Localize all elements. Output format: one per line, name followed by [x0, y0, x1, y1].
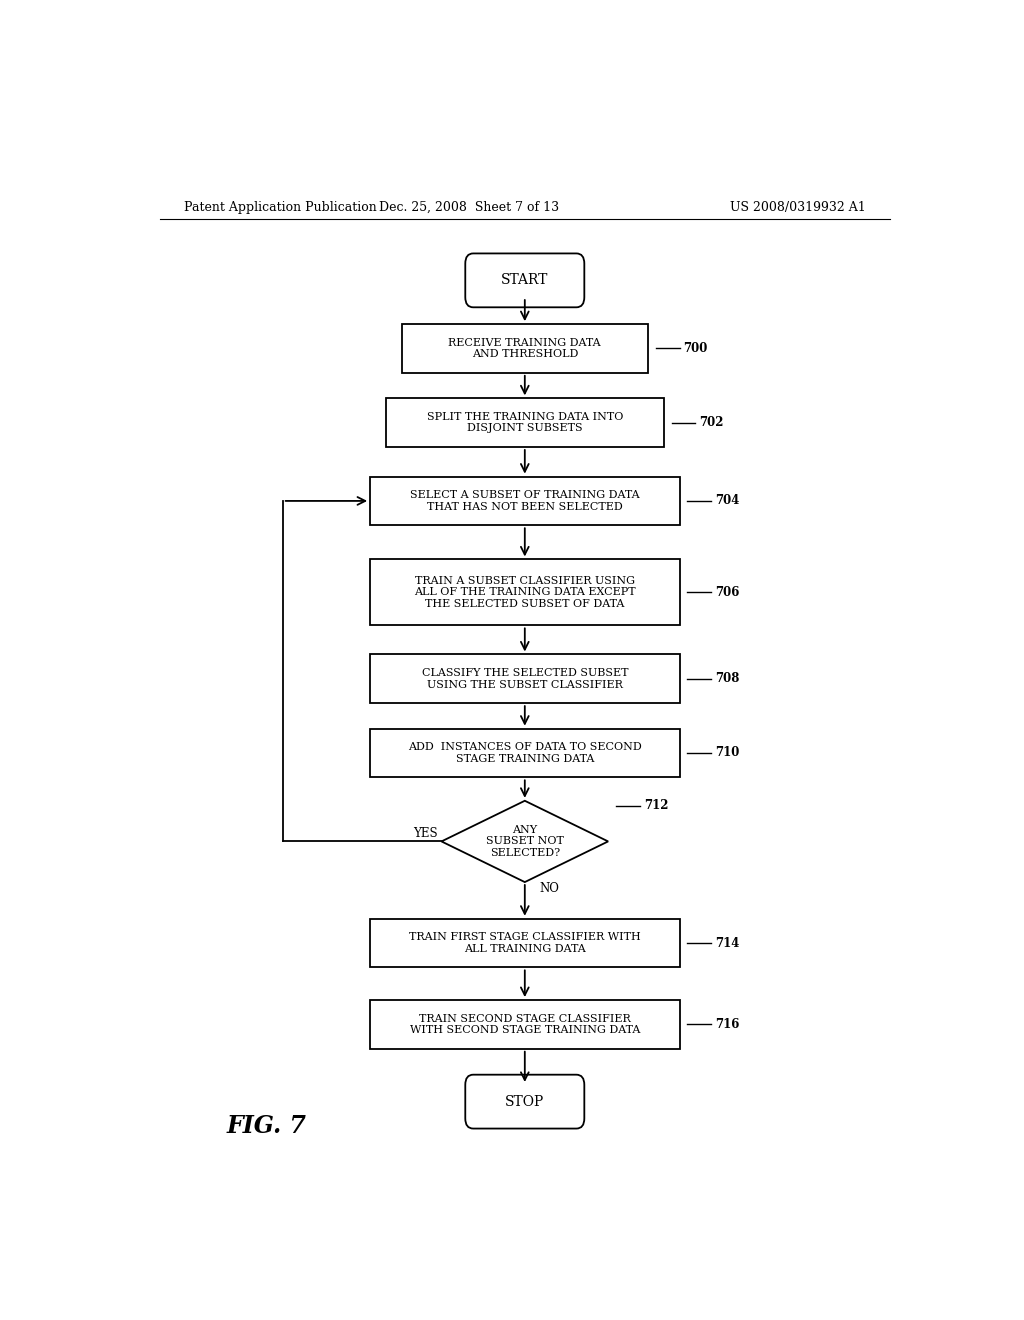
- Text: ADD  INSTANCES OF DATA TO SECOND
STAGE TRAINING DATA: ADD INSTANCES OF DATA TO SECOND STAGE TR…: [408, 742, 642, 764]
- Text: 704: 704: [716, 495, 739, 507]
- Text: US 2008/0319932 A1: US 2008/0319932 A1: [730, 201, 866, 214]
- Bar: [370, 655, 680, 704]
- Text: 702: 702: [699, 416, 724, 429]
- Polygon shape: [441, 801, 608, 882]
- Text: TRAIN FIRST STAGE CLASSIFIER WITH
ALL TRAINING DATA: TRAIN FIRST STAGE CLASSIFIER WITH ALL TR…: [409, 932, 641, 954]
- Text: TRAIN A SUBSET CLASSIFIER USING
ALL OF THE TRAINING DATA EXCEPT
THE SELECTED SUB: TRAIN A SUBSET CLASSIFIER USING ALL OF T…: [414, 576, 636, 609]
- Bar: [401, 325, 648, 372]
- Text: CLASSIFY THE SELECTED SUBSET
USING THE SUBSET CLASSIFIER: CLASSIFY THE SELECTED SUBSET USING THE S…: [422, 668, 628, 689]
- Bar: [370, 1001, 680, 1049]
- Bar: [386, 399, 664, 447]
- Text: RECEIVE TRAINING DATA
AND THRESHOLD: RECEIVE TRAINING DATA AND THRESHOLD: [449, 338, 601, 359]
- Text: Patent Application Publication: Patent Application Publication: [183, 201, 376, 214]
- Text: 716: 716: [716, 1018, 739, 1031]
- Text: Dec. 25, 2008  Sheet 7 of 13: Dec. 25, 2008 Sheet 7 of 13: [379, 201, 559, 214]
- Text: 706: 706: [716, 586, 739, 599]
- Text: YES: YES: [413, 826, 437, 840]
- Text: 714: 714: [716, 937, 739, 949]
- Text: 708: 708: [716, 672, 739, 685]
- Text: NO: NO: [539, 882, 559, 895]
- Bar: [370, 919, 680, 968]
- Text: TRAIN SECOND STAGE CLASSIFIER
WITH SECOND STAGE TRAINING DATA: TRAIN SECOND STAGE CLASSIFIER WITH SECON…: [410, 1014, 640, 1035]
- Text: FIG. 7: FIG. 7: [227, 1114, 307, 1138]
- FancyBboxPatch shape: [465, 1074, 585, 1129]
- Text: 700: 700: [684, 342, 708, 355]
- Text: SPLIT THE TRAINING DATA INTO
DISJOINT SUBSETS: SPLIT THE TRAINING DATA INTO DISJOINT SU…: [427, 412, 623, 433]
- Bar: [370, 560, 680, 626]
- FancyBboxPatch shape: [465, 253, 585, 308]
- Text: START: START: [501, 273, 549, 288]
- Text: STOP: STOP: [505, 1094, 545, 1109]
- Bar: [370, 477, 680, 525]
- Text: SELECT A SUBSET OF TRAINING DATA
THAT HAS NOT BEEN SELECTED: SELECT A SUBSET OF TRAINING DATA THAT HA…: [410, 490, 640, 512]
- Text: ANY
SUBSET NOT
SELECTED?: ANY SUBSET NOT SELECTED?: [485, 825, 564, 858]
- Text: 712: 712: [644, 800, 669, 812]
- Bar: [370, 729, 680, 777]
- Text: 710: 710: [716, 747, 739, 759]
